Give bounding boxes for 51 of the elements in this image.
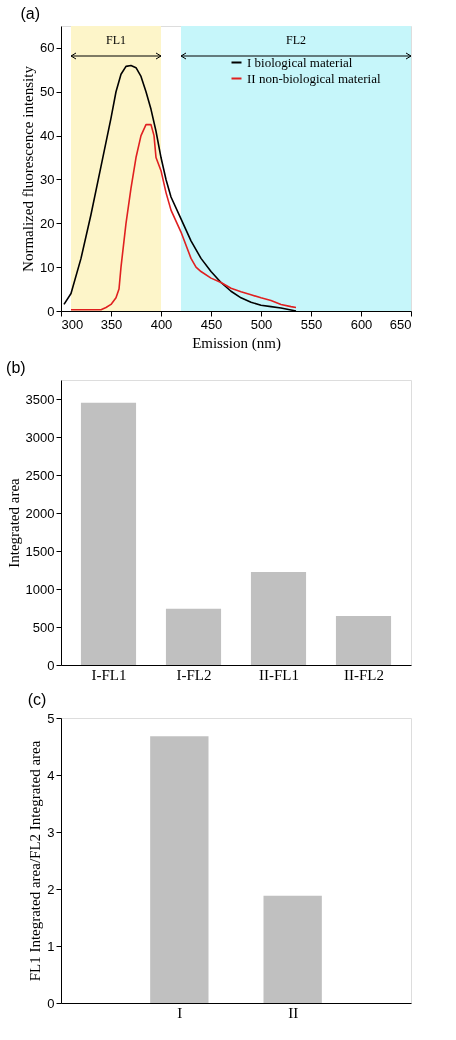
y-axis-title: FL1 Integrated area/FL2 Integrated area bbox=[27, 740, 44, 982]
band-label: FL1 bbox=[105, 33, 127, 47]
x-tick-label: 300 bbox=[61, 316, 84, 332]
y-tick-label: 10 bbox=[40, 259, 55, 275]
x-tick-label: II-FL1 bbox=[259, 666, 299, 683]
y-tick-label: 3 bbox=[47, 824, 55, 840]
x-tick-label: 600 bbox=[350, 316, 373, 332]
x-tick-label: 350 bbox=[100, 316, 123, 332]
y-tick-label: 40 bbox=[40, 128, 55, 144]
y-tick-label: 0 bbox=[47, 657, 55, 673]
y-tick-label: 5 bbox=[47, 710, 55, 726]
y-tick-label: 0 bbox=[47, 995, 55, 1011]
y-tick-label: 2000 bbox=[25, 505, 55, 521]
x-tick-label: 550 bbox=[300, 316, 323, 332]
bar bbox=[250, 571, 307, 665]
bar bbox=[165, 608, 222, 665]
x-tick-label: 650 bbox=[389, 316, 412, 332]
x-tick-label: I-FL2 bbox=[176, 666, 212, 683]
line-series bbox=[70, 123, 297, 311]
x-tick-label: I bbox=[177, 1004, 183, 1021]
y-tick-label: 50 bbox=[40, 84, 55, 100]
y-tick-label: 30 bbox=[40, 171, 55, 187]
y-tick-label: 1500 bbox=[25, 543, 55, 559]
x-tick-label: II-FL2 bbox=[344, 666, 384, 683]
y-tick-label: 1 bbox=[47, 938, 55, 954]
y-tick-label: 3000 bbox=[25, 429, 55, 445]
band-label: FL2 bbox=[285, 33, 307, 47]
x-axis-title: Emission (nm) bbox=[192, 334, 281, 352]
x-tick-label: 400 bbox=[150, 316, 173, 332]
chart-title: (b) bbox=[6, 359, 26, 376]
y-axis-title: Integrated area bbox=[5, 477, 22, 568]
y-tick-label: 2 bbox=[47, 881, 55, 897]
y-tick-label: 0 bbox=[47, 303, 55, 319]
legend-label: II non-biological material bbox=[247, 70, 381, 86]
y-tick-label: 2500 bbox=[25, 467, 55, 483]
x-tick-label: 450 bbox=[200, 316, 223, 332]
y-tick-label: 500 bbox=[32, 619, 55, 635]
y-tick-label: 3500 bbox=[25, 391, 55, 407]
x-tick-label: II bbox=[288, 1004, 299, 1021]
y-axis-title: Normalized fluorescence intensity bbox=[20, 65, 37, 272]
bar bbox=[335, 615, 392, 665]
y-tick-label: 1000 bbox=[25, 581, 55, 597]
y-tick-label: 60 bbox=[40, 40, 55, 56]
bar bbox=[80, 402, 137, 665]
x-tick-label: 500 bbox=[250, 316, 273, 332]
legend-label: I biological material bbox=[247, 54, 353, 70]
chart-title: (c) bbox=[27, 691, 47, 708]
chart-title: (a) bbox=[20, 5, 41, 22]
x-tick-label: I-FL1 bbox=[91, 666, 127, 683]
y-tick-label: 4 bbox=[47, 767, 55, 783]
y-tick-label: 20 bbox=[40, 215, 55, 231]
